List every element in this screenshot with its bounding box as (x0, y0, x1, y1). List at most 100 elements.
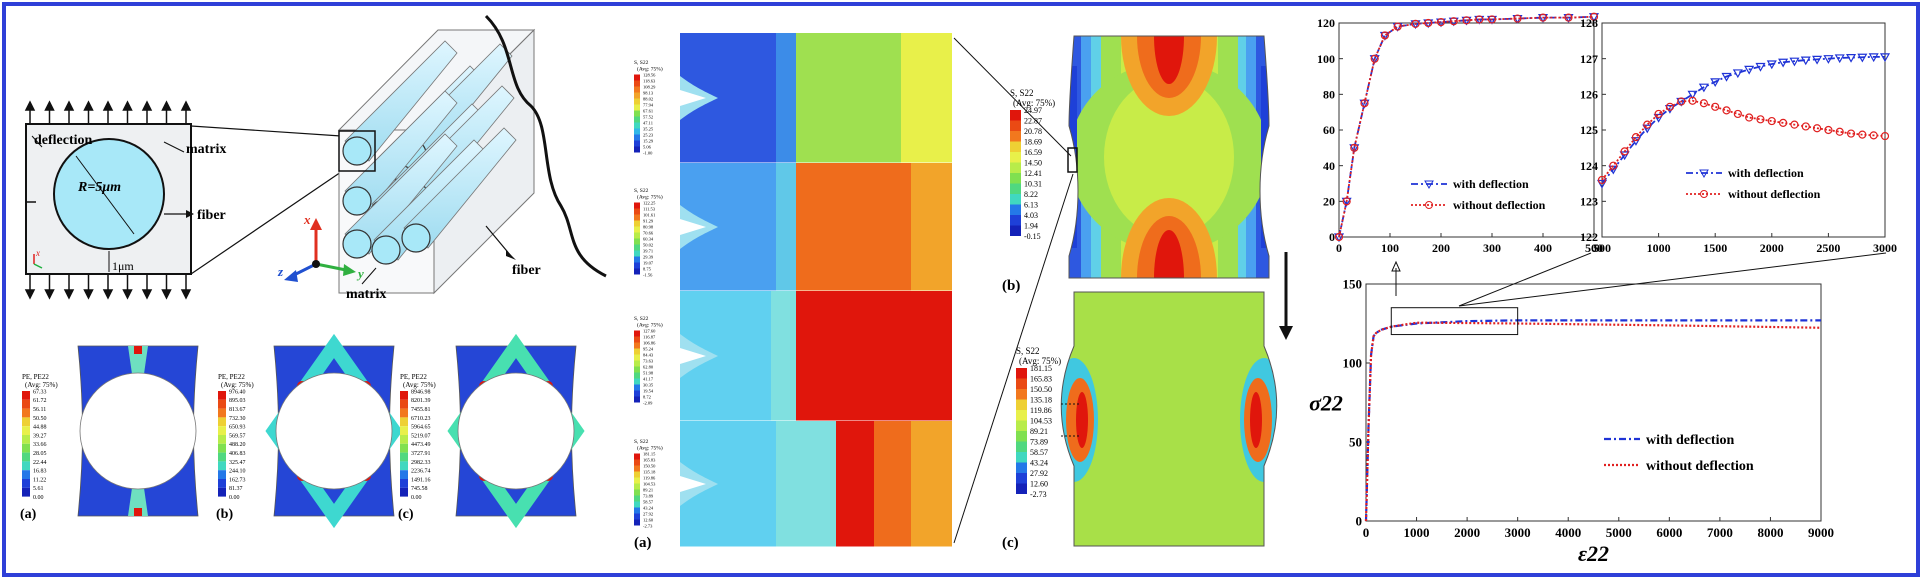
legend-swatch (1016, 420, 1027, 431)
legend-value: 58.57 (1030, 448, 1048, 457)
legend-label: with deflection (1453, 177, 1529, 191)
series-marker (1756, 115, 1765, 124)
legend-value: 5219.07 (411, 433, 431, 439)
load-arrow-head (141, 100, 153, 111)
legend-value: -2.73 (1030, 490, 1047, 499)
series-marker (1513, 14, 1522, 23)
series-marker (1869, 131, 1878, 140)
legend-value: 60.34 (643, 236, 654, 241)
legend-swatch (634, 507, 640, 514)
y-tick-label: 126 (1580, 88, 1598, 102)
load-arrow-head (180, 289, 192, 300)
legend-swatch (218, 479, 226, 488)
legend-value: 4.03 (1024, 211, 1038, 220)
fiber-tube-end (342, 229, 372, 259)
legend-swatch (634, 238, 640, 245)
deflection-leader (31, 135, 43, 148)
legend-swatch (218, 461, 226, 471)
series-marker (1665, 102, 1675, 111)
stress-band (796, 33, 901, 163)
series-marker (1789, 57, 1800, 67)
fiber-circle (53, 138, 165, 250)
x-tick-label: 8000 (1757, 525, 1783, 540)
series-marker (1424, 18, 1433, 28)
stress-band (911, 421, 952, 547)
legend-value: 0.00 (33, 495, 44, 501)
fiber-leader-arrow (186, 210, 194, 218)
y-tick-label: 124 (1580, 159, 1598, 173)
x-tick-label: 0 (1363, 525, 1370, 540)
legend-swatch (634, 268, 640, 275)
radius-line (75, 155, 135, 235)
legend-swatch (634, 86, 640, 93)
legend-swatch (634, 360, 640, 367)
legend-swatch (400, 426, 408, 435)
legend-value: 8946.98 (411, 389, 431, 395)
series-marker (1732, 69, 1743, 79)
y-tick-label: 128 (1580, 16, 1598, 30)
chart-plot-area (1338, 22, 1595, 238)
series-marker (1475, 15, 1484, 24)
series-marker (1790, 120, 1799, 129)
legend-label: with deflection (1728, 166, 1804, 180)
legend-value: 73.89 (1030, 438, 1048, 447)
matrix-3d-leader (361, 267, 377, 285)
x-tick-label: 1000 (1647, 241, 1671, 255)
legend-swatch (1010, 215, 1021, 226)
legend-swatch (634, 208, 640, 215)
legend-swatch (218, 391, 226, 400)
legend-swatch (1016, 410, 1027, 421)
legend-value: -1.56 (643, 272, 653, 277)
legend-value: 80.98 (643, 224, 654, 229)
crack (680, 219, 706, 235)
legend-value: 44.88 (33, 425, 47, 431)
legend-value: 89.21 (643, 487, 653, 492)
legend-swatch (22, 426, 30, 435)
legend-swatch (634, 477, 640, 484)
legend-value: 27.92 (643, 511, 653, 516)
series-marker (1411, 19, 1420, 28)
legend-swatch (1016, 483, 1027, 494)
pe-strain-band (128, 488, 148, 516)
transition-arrow-head (1279, 326, 1293, 340)
x-tick-label: 100 (1381, 241, 1399, 255)
pe-panel-label: (c) (398, 507, 414, 522)
legend-value: 325.47 (229, 460, 246, 466)
legend-value: 244.10 (229, 469, 246, 475)
legend-value: 16.83 (33, 469, 47, 475)
legend-value: 106.86 (643, 340, 656, 345)
series-line (1601, 55, 1885, 185)
legend-swatch (634, 214, 640, 221)
chart-zoom: 500 1000 1500 2000 2500 3000 122 123 124 125 126 12… (1580, 16, 1897, 255)
legend-value: 89.21 (1030, 427, 1048, 436)
legend-value: 127.60 (643, 328, 656, 333)
legend-value: 3727.91 (411, 451, 431, 457)
matrix-leader (163, 141, 185, 153)
legend-swatch (218, 417, 226, 427)
legend-value: 128.56 (643, 72, 656, 77)
legend-value: 10.31 (1024, 180, 1042, 189)
legend-swatch (400, 479, 408, 488)
legend-value: 8.72 (643, 394, 651, 399)
load-arrow-head (83, 100, 94, 111)
chart-zoom-line-left (1458, 252, 1592, 307)
figure-canvas: deflection matrix fiber R=5μm 1μm x fibe… (20, 12, 1897, 566)
legend-marker (1700, 190, 1708, 198)
x-tick-label: 2500 (1816, 241, 1840, 255)
legend-swatch (218, 435, 226, 444)
stress-peak (1154, 36, 1184, 84)
legend-label: with deflection (1646, 433, 1734, 448)
fiber-tube-end (401, 223, 431, 253)
legend-value: 81.37 (229, 486, 243, 492)
chart-zoom-box (1390, 307, 1519, 336)
schematic-2d-cell: deflection matrix fiber R=5μm 1μm x (24, 100, 226, 300)
y-tick-label: 125 (1580, 123, 1598, 137)
legend-value: 104.53 (643, 481, 656, 486)
x-tick-label: 4000 (1555, 525, 1581, 540)
y-tick-label: 50 (1349, 435, 1362, 450)
legend-swatch (1010, 131, 1021, 142)
pe-fiber-hole (79, 372, 197, 490)
legend-value: 150.50 (1030, 385, 1052, 394)
legend-swatch (400, 417, 408, 427)
legend-value: 12.41 (1024, 169, 1042, 178)
